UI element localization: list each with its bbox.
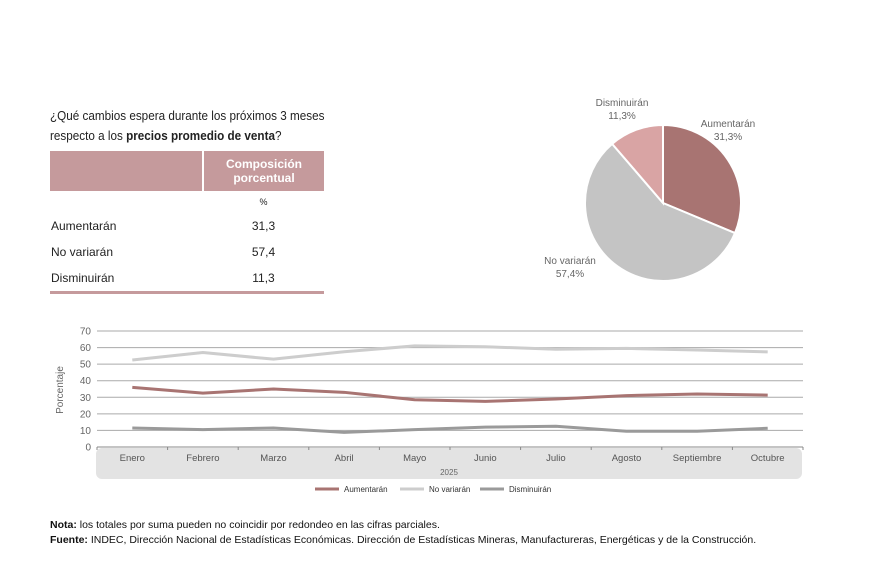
pie-label-disminuiran: Disminuirán [596, 98, 649, 109]
series-line-2 [132, 424, 768, 434]
pie-slice-2 [610, 123, 664, 206]
y-tick-label: 50 [80, 360, 92, 371]
question-suffix: ? [274, 128, 282, 143]
row-label: Aumentarán [51, 219, 117, 233]
table-unit: % [259, 197, 268, 207]
note-label: Nota: [50, 519, 77, 531]
x-tick-label: Septiembre [673, 453, 722, 464]
x-tick-label: Junio [474, 453, 497, 464]
row-label: No variarán [51, 245, 114, 259]
row-value: 31,3 [251, 219, 276, 233]
x-tick-label: Febrero [186, 453, 219, 464]
y-tick-label: 20 [80, 409, 92, 420]
question-line1: ¿Qué cambios espera durante los próximos… [50, 108, 325, 123]
source-label: Fuente: [50, 534, 88, 546]
row-value: 57,4 [251, 245, 276, 259]
legend-label: No variarán [429, 485, 470, 494]
table-row: Disminuirán 11,3 [50, 265, 324, 294]
pie-value-no-variaran: 57,4% [556, 269, 584, 280]
x-axis-band [96, 448, 802, 479]
legend-label: Disminuirán [509, 485, 551, 494]
x-tick-label: Agosto [612, 453, 642, 464]
y-tick-label: 0 [85, 443, 91, 454]
table-row: No variarán 57,4 [50, 239, 324, 265]
legend-label: Aumentarán [344, 485, 388, 494]
composition-table: Composición porcentual % Aumentarán 31,3 … [50, 151, 324, 294]
y-tick-label: 10 [80, 426, 92, 437]
note-text: los totales por suma pueden no coincidir… [76, 519, 440, 531]
table-header-blank [50, 151, 203, 191]
series-line-0 [132, 385, 768, 403]
question-title: ¿Qué cambios espera durante los próximos… [50, 106, 324, 146]
y-tick-label: 30 [80, 393, 92, 404]
question-line2: respecto a los [50, 128, 127, 143]
row-value: 11,3 [203, 265, 324, 294]
table-row: Aumentarán 31,3 [50, 213, 324, 239]
pie-value-aumentaran: 31,3% [714, 132, 742, 143]
source-text: INDEC, Dirección Nacional de Estadística… [87, 534, 757, 546]
line-chart: 0 10 20 30 40 50 60 70 Enero Febrero Marzo Abril Ma… [55, 327, 804, 494]
pie-chart: Disminuirán 11,3% Aumentarán 31,3% No va… [544, 98, 755, 282]
x-tick-label: Mayo [403, 453, 426, 464]
row-label: Disminuirán [50, 265, 203, 294]
y-axis-label: Porcentaje [55, 366, 66, 414]
question-bold: precios promedio de venta [126, 128, 275, 143]
pie-label-aumentaran: Aumentarán [701, 119, 755, 130]
pie-slice-0 [662, 123, 742, 235]
x-tick-label: Marzo [260, 453, 286, 464]
series-line-1 [132, 344, 768, 362]
y-tick-label: 40 [80, 376, 92, 387]
y-tick-label: 60 [80, 343, 92, 354]
x-axis-label: 2025 [440, 468, 458, 477]
y-tick-label: 70 [80, 327, 92, 338]
x-tick-label: Julio [546, 453, 566, 464]
table-header: Composición porcentual [202, 151, 324, 191]
note: Nota: los totales por suma pueden no coi… [50, 519, 440, 531]
x-tick-label: Enero [120, 453, 145, 464]
x-tick-label: Abril [335, 453, 354, 464]
pie-label-no-variaran: No variarán [544, 256, 596, 267]
source: Fuente: INDEC, Dirección Nacional de Est… [50, 534, 756, 546]
pie-slice-1 [584, 142, 737, 282]
pie-value-disminuiran: 11,3% [608, 111, 636, 122]
x-tick-label: Octubre [751, 453, 785, 464]
